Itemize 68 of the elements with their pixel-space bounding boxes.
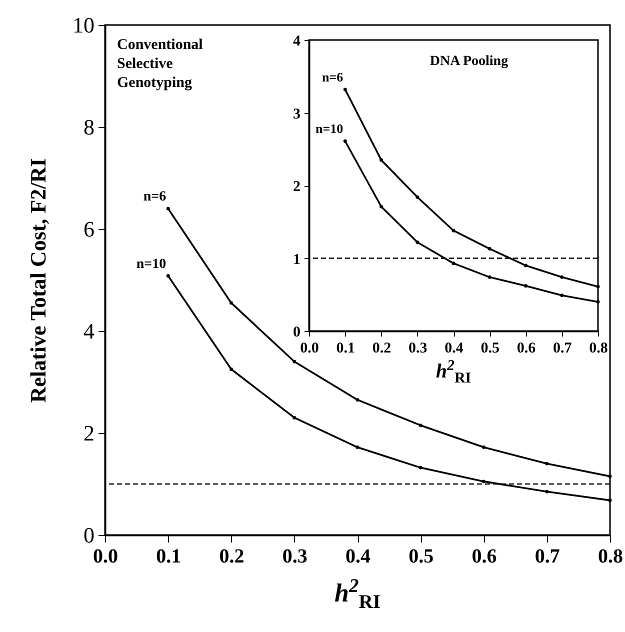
- y-tick-label: 3: [293, 106, 300, 122]
- point: [380, 204, 383, 208]
- point: [596, 300, 600, 304]
- point: [452, 228, 456, 232]
- point: [488, 275, 492, 279]
- point: [482, 446, 486, 450]
- point: [608, 474, 612, 478]
- x-tick-label: 0.5: [408, 546, 434, 568]
- y-tick-label: 4: [293, 34, 301, 50]
- x-tick-label: 0.4: [444, 340, 464, 356]
- point: [292, 416, 296, 420]
- text: DNA Pooling: [430, 54, 508, 69]
- y-tick-label: 0: [84, 522, 94, 548]
- x-tick-label: 0.5: [480, 340, 500, 356]
- point: [560, 294, 564, 298]
- point: [524, 284, 528, 288]
- point: [545, 462, 549, 466]
- y-tick-label: 6: [84, 216, 94, 242]
- point: [608, 498, 612, 502]
- x-tick-label: 0.7: [534, 546, 560, 568]
- point: [416, 195, 420, 199]
- point: [166, 274, 170, 278]
- series-label: n=10: [136, 256, 166, 272]
- text: Conventional Selective Genotyping: [117, 37, 203, 91]
- point: [418, 466, 422, 470]
- y-tick-label: 2: [84, 420, 94, 446]
- x-tick-label: 0.7: [553, 340, 572, 356]
- x-tick-label: 0.2: [219, 546, 244, 568]
- x-tick-label: 0.0: [93, 546, 118, 568]
- point: [356, 446, 360, 450]
- y-tick-label: 1: [293, 252, 300, 268]
- x-tick-label: 0.4: [346, 546, 370, 568]
- point: [343, 139, 347, 143]
- series-label: n=6: [322, 69, 344, 84]
- y-tick-label: 8: [84, 114, 94, 140]
- x-tick-label: 0.0: [300, 340, 319, 356]
- point: [292, 360, 296, 364]
- point: [418, 424, 422, 428]
- point: [482, 480, 486, 484]
- y-tick-label: 10: [72, 12, 94, 38]
- point: [416, 240, 420, 244]
- point: [230, 368, 233, 371]
- point: [452, 262, 456, 266]
- x-tick-label: 0.1: [336, 340, 355, 356]
- x-tick-label: 0.8: [598, 546, 623, 568]
- series-label: n=10: [315, 121, 344, 136]
- point: [488, 247, 492, 251]
- x-tick-label: 0.6: [472, 546, 497, 568]
- point: [545, 490, 549, 494]
- y-axis-title: Relative Total Cost, F2/RI: [26, 158, 50, 403]
- x-tick-label: 0.1: [156, 546, 182, 568]
- y-tick-label: 4: [84, 318, 94, 344]
- x-tick-label: 0.3: [408, 340, 428, 356]
- x-tick-label: 0.2: [372, 340, 392, 356]
- point: [380, 158, 383, 162]
- y-tick-label: 0: [293, 324, 300, 340]
- point: [524, 264, 528, 268]
- x-tick-label: 0.6: [516, 340, 536, 356]
- y-tick-label: 2: [293, 179, 300, 195]
- point: [343, 88, 347, 92]
- point: [166, 206, 170, 210]
- point: [596, 284, 600, 288]
- series-label: n=6: [143, 190, 166, 205]
- x-tick-label: 0.3: [282, 546, 308, 568]
- point: [230, 301, 233, 305]
- point: [560, 275, 564, 279]
- point: [356, 398, 360, 402]
- x-tick-label: 0.8: [589, 340, 608, 356]
